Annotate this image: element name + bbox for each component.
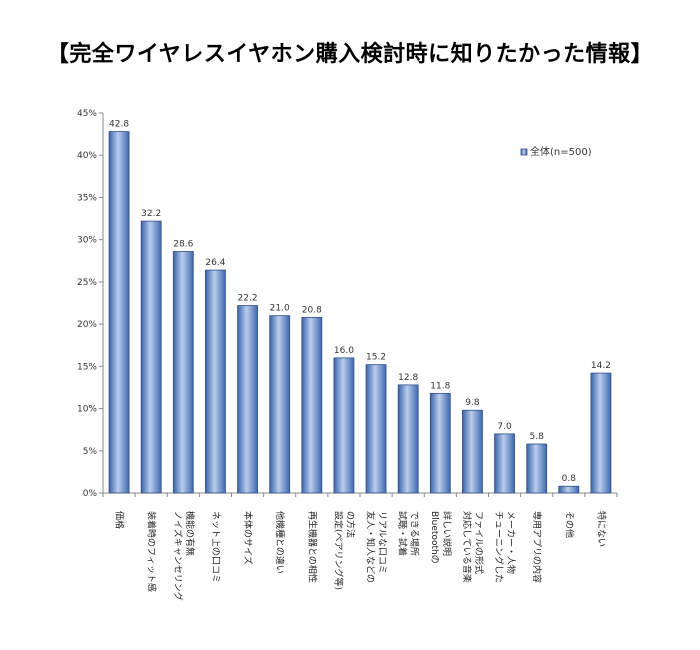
bar [590, 372, 612, 494]
category-label: できる場所 [409, 511, 421, 556]
data-label: 20.8 [302, 305, 322, 315]
data-label: 14.2 [591, 361, 611, 371]
data-label: 28.6 [173, 239, 193, 249]
data-label: 7.0 [497, 422, 512, 432]
data-label: 12.8 [398, 373, 418, 383]
data-label: 21.0 [270, 304, 290, 314]
bar [108, 131, 130, 494]
legend-label: 全体(n=500) [530, 145, 592, 158]
data-label: 9.8 [465, 398, 480, 408]
category-label: 装着時のフィット感 [146, 511, 158, 592]
category-label: メーカー・人物 [505, 511, 517, 574]
bar [237, 305, 258, 494]
bar [269, 315, 291, 494]
bar [558, 485, 580, 494]
bar [429, 392, 451, 494]
y-tick-label: 0% [83, 489, 98, 499]
category-label: チューニングした [493, 511, 505, 583]
category-label: 専用アプリの内容 [531, 511, 543, 583]
category-label: Bluetoothの [429, 511, 439, 564]
category-label: 詳しい説明 [441, 511, 453, 556]
data-label: 11.8 [430, 381, 450, 391]
category-label: ノイズキャンセリング [172, 511, 184, 601]
bar [140, 220, 162, 494]
data-label: 32.2 [141, 209, 161, 219]
y-tick-label: 25% [77, 278, 97, 288]
y-tick-label: 45% [77, 109, 97, 119]
data-label: 42.8 [109, 120, 129, 130]
category-label: 機能の有無 [184, 511, 196, 556]
category-label: 設定(ペアリング等) [332, 511, 344, 590]
bars [108, 131, 612, 494]
bar [205, 269, 226, 494]
bar [301, 316, 323, 494]
data-label: 15.2 [366, 353, 386, 363]
data-label: 26.4 [205, 258, 225, 268]
category-label: その他 [563, 511, 575, 538]
category-label: リアルな口コミ [377, 511, 388, 574]
y-tick-label: 40% [77, 151, 97, 161]
bar [494, 433, 515, 494]
category-label: 価格 [114, 511, 126, 529]
data-labels: 42.8 32.2 28.6 26.4 22.2 21.0 20.8 16.0 15.2 12.8… [109, 120, 611, 485]
category-label: 他機種との違い [274, 511, 286, 574]
y-tick-label: 5% [83, 447, 98, 457]
bar [333, 357, 355, 494]
category-labels: 価格 装着時のフィット感 ノイズキャンセリング 機能の有無 ネット上の口コミ 本体のサイズ… [114, 511, 608, 601]
legend: 全体(n=500) [520, 145, 592, 158]
category-label: 再生機器との相性 [306, 511, 318, 583]
data-label: 22.2 [238, 294, 258, 304]
category-label: 本体のサイズ [242, 511, 254, 565]
category-label: ファイルの形式 [473, 511, 485, 574]
bar [397, 384, 419, 494]
y-tick-label: 30% [77, 236, 97, 246]
chart-title: 【完全ワイヤレスイヤホン購入検討時に知りたかった情報】 [46, 42, 654, 67]
category-label: 対応している音楽 [461, 511, 473, 583]
y-tick-label: 15% [77, 362, 97, 372]
data-label: 16.0 [334, 346, 354, 356]
bar [365, 364, 387, 494]
category-label: の方法 [344, 511, 356, 538]
category-label: 試聴・試着 [397, 511, 409, 556]
y-tick-label: 20% [77, 320, 97, 330]
category-label: 友人・知人などの [365, 511, 377, 583]
data-label: 5.8 [530, 432, 545, 442]
category-label: 特にない [595, 511, 607, 547]
bar [172, 251, 194, 494]
bar [462, 409, 483, 494]
y-tick-label: 10% [77, 405, 97, 415]
category-label: ネット上の口コミ [210, 511, 221, 583]
bar [526, 443, 548, 494]
y-tick-label: 35% [77, 193, 97, 203]
data-label: 0.8 [562, 474, 577, 484]
legend-swatch [520, 148, 528, 156]
